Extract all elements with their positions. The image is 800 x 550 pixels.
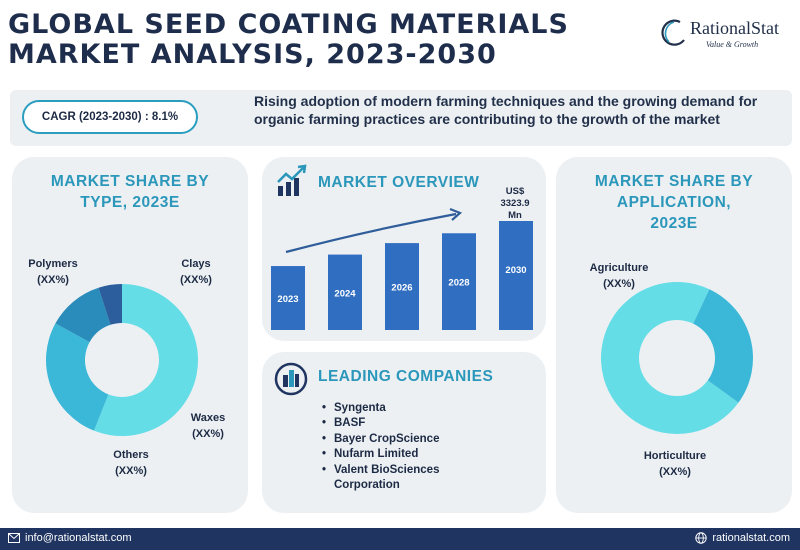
bar-2026 [385,243,419,330]
companies-list: Syngenta BASF Bayer CropScience Nufarm L… [322,401,472,493]
type-label-polymers-value: (XX%) [37,274,69,286]
trend-arrow-line [285,212,457,254]
footer: info@rationalstat.com rationalstat.com [0,528,800,550]
app-slice-agriculture [601,282,739,434]
type-label-waxes-name: Waxes [190,412,226,424]
app-label-agriculture-name: Agriculture [589,262,649,274]
footer-website[interactable]: rationalstat.com [695,532,790,544]
footer-website-text[interactable]: rationalstat.com [712,532,790,544]
type-label-waxes-value: (XX%) [192,428,224,440]
application-share-title-line1: MARKET SHARE BY [594,173,754,190]
cagr-banner: CAGR (2023-2030) : 8.1% Rising adoption … [10,90,792,146]
page-title-line2: MARKET ANALYSIS, 2023-2030 [8,39,497,70]
footer-email-text[interactable]: info@rationalstat.com [25,532,132,544]
globe-icon [695,532,708,544]
app-slice-horticulture [693,289,753,403]
type-share-title-line1: MARKET SHARE BY [50,173,210,190]
bar-label-2028: 2028 [448,277,469,288]
bar-label-2030: 2030 [505,265,526,276]
type-label-waxes: Waxes (XX%) [178,410,238,442]
bar-2024 [328,254,362,330]
buildings-icon [274,362,308,396]
application-share-panel [556,157,792,513]
mail-icon [8,533,20,543]
bar-label-2023: 2023 [277,294,298,305]
app-label-horticulture: Horticulture (XX%) [634,448,716,480]
type-label-others-value: (XX%) [115,465,147,477]
app-label-agriculture: Agriculture (XX%) [580,260,658,292]
banner-text: Rising adoption of modern farming techni… [254,93,758,127]
bar-value-label-line2: 3323.9 [500,198,530,209]
type-share-title: MARKET SHARE BY TYPE, 2023E [12,171,248,213]
company-item: Syngenta [322,401,472,417]
bar-value-label-line3: Mn [508,210,522,221]
company-item: Bayer CropScience [322,432,472,448]
page-title-line1: GLOBAL SEED COATING MATERIALS [8,9,569,40]
type-label-others-name: Others [113,449,149,461]
bar-label-2026: 2026 [391,283,412,294]
growth-chart-icon [277,164,307,196]
type-label-clays-value: (XX%) [180,274,212,286]
company-item: BASF [322,416,472,432]
bar-2028 [442,233,476,330]
type-slice-others [98,284,122,325]
bar-label-2024: 2024 [334,288,356,299]
app-label-agriculture-value: (XX%) [603,278,635,290]
type-label-others: Others (XX%) [100,447,162,479]
footer-email[interactable]: info@rationalstat.com [8,532,132,544]
application-share-title-line2: APPLICATION, [616,194,732,211]
application-share-title: MARKET SHARE BY APPLICATION, 2023E [556,171,792,234]
bar-2023 [271,266,305,330]
app-label-horticulture-value: (XX%) [659,466,691,478]
cagr-badge: CAGR (2023-2030) : 8.1% [22,100,198,134]
bar-value-label-line1: US$ [505,186,525,197]
company-item: Valent BioSciences Corporation [322,463,472,494]
application-share-title-line3: 2023E [650,215,698,232]
type-label-clays-name: Clays [181,258,211,270]
type-share-title-line2: TYPE, 2023E [80,194,180,211]
type-slice-polymers [94,284,198,437]
bar-2030 [499,221,533,330]
bar-value-label: US$ 3323.9 Mn [494,186,536,222]
logo[interactable]: RationalStat Value & Growth [660,14,795,54]
rationalstat-logo-icon [661,19,685,46]
market-overview-title: MARKET OVERVIEW [318,174,480,191]
type-slice-clays [45,323,109,431]
trend-arrow-head [449,207,463,221]
type-slice-waxes [55,287,111,343]
leading-companies-title: LEADING COMPANIES [318,368,494,385]
page-title: GLOBAL SEED COATING MATERIALS MARKET ANA… [8,10,628,70]
logo-name: RationalStat [690,18,779,38]
app-label-horticulture-name: Horticulture [643,450,707,462]
type-label-clays: Clays (XX%) [166,256,226,288]
logo-tagline: Value & Growth [706,40,759,49]
type-label-polymers: Polymers (XX%) [14,256,92,288]
type-label-polymers-name: Polymers [28,258,78,270]
company-item: Nufarm Limited [322,447,472,463]
